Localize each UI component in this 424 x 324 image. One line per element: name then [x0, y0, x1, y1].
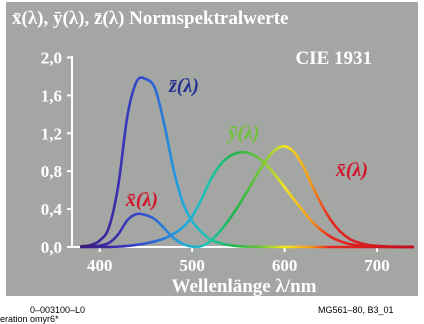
x-tick-label: 400	[87, 256, 113, 275]
y-tick-label: 2,0	[41, 48, 62, 67]
footer-left-code: 0–003100–L0	[30, 305, 86, 315]
footer-clipped-text: eration omyr6*	[0, 314, 59, 324]
z-bar-curve	[79, 76, 414, 249]
x-bar-label: x̄(λ)	[125, 189, 158, 211]
chart-subtitle: CIE 1931	[295, 48, 372, 69]
footer-right-code: MG561–80, B3_01	[318, 305, 394, 315]
y-bar-curve	[79, 150, 414, 249]
curves	[79, 76, 414, 249]
z-bar-label: z̄(λ)	[168, 75, 199, 97]
x-bar-label-right: x̄(λ)	[335, 159, 368, 181]
y-tick-label: 0,4	[41, 200, 63, 219]
y-tick-label: 1,6	[41, 86, 62, 105]
y-bar-label: ȳ(λ)	[226, 122, 259, 144]
y-tick-label: 1,2	[41, 124, 62, 143]
y-tick-label: 0,8	[41, 162, 62, 181]
chart-title: x̄(λ), ȳ(λ), z̄(λ) Normspektralwerte	[12, 8, 288, 29]
x-tick-label: 500	[179, 256, 205, 275]
x-tick-label: 600	[272, 256, 298, 275]
series-labels: x̄(λ) ȳ(λ) z̄(λ) x̄(λ)	[125, 75, 368, 211]
x-tick-label: 700	[364, 256, 390, 275]
x-axis-label: Wellenlänge λ/nm	[172, 276, 317, 297]
panel-background	[6, 2, 418, 296]
y-tick-label: 0,0	[41, 238, 62, 257]
x-bar-curve	[79, 144, 414, 249]
